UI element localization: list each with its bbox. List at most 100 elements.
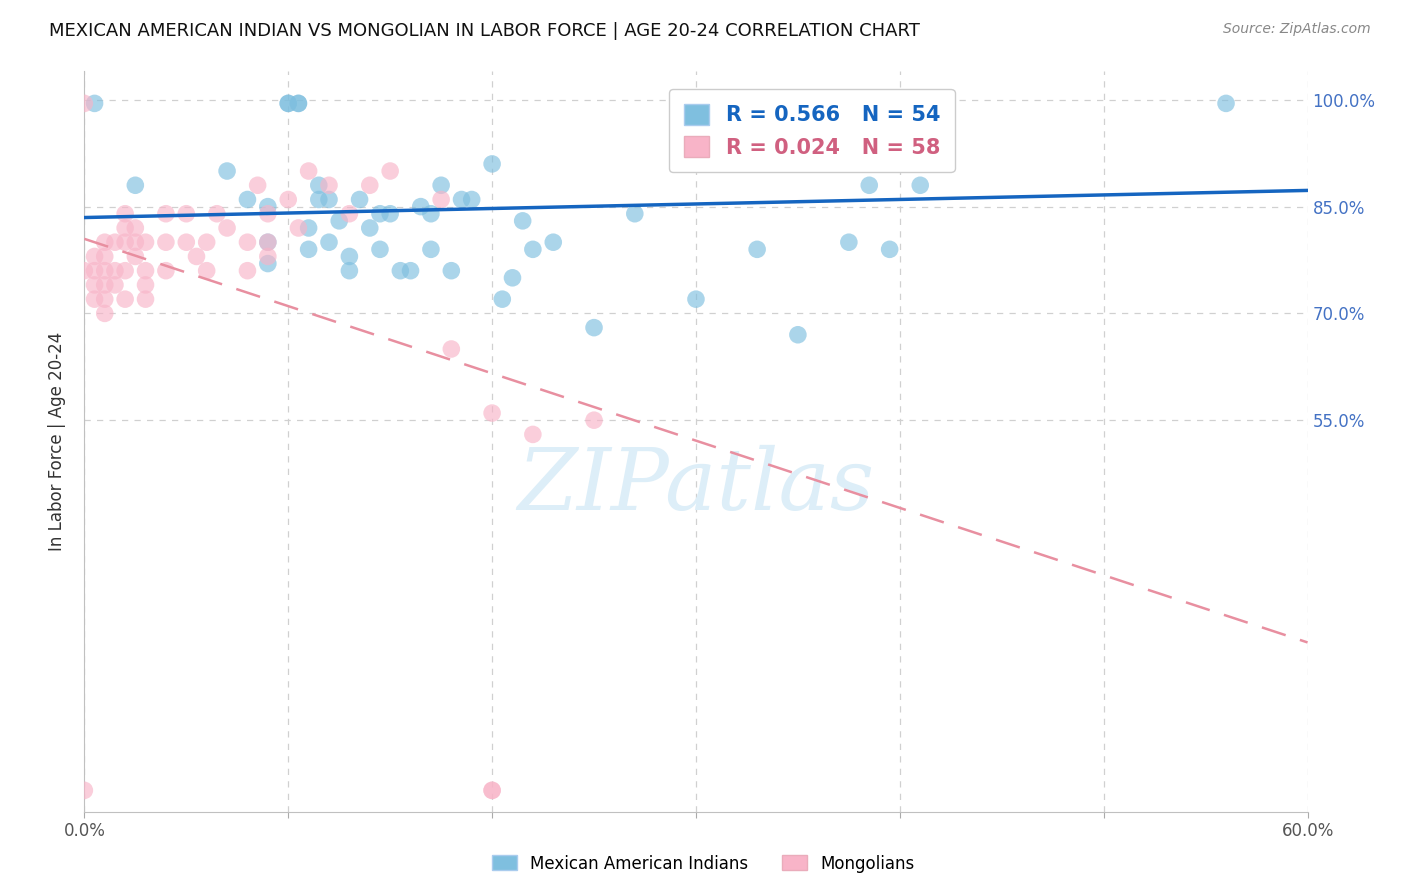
Point xyxy=(246,178,269,193)
Point xyxy=(155,263,177,277)
Text: MEXICAN AMERICAN INDIAN VS MONGOLIAN IN LABOR FORCE | AGE 20-24 CORRELATION CHAR: MEXICAN AMERICAN INDIAN VS MONGOLIAN IN … xyxy=(49,22,920,40)
Point xyxy=(399,263,422,277)
Point xyxy=(104,263,127,277)
Point xyxy=(481,783,503,797)
Point xyxy=(512,214,534,228)
Point xyxy=(83,277,105,292)
Point xyxy=(257,200,280,214)
Point xyxy=(898,96,921,111)
Point xyxy=(257,235,280,250)
Point xyxy=(83,263,105,277)
Point xyxy=(389,263,412,277)
Point xyxy=(124,221,146,235)
Point xyxy=(186,250,208,264)
Point xyxy=(277,193,299,207)
Point xyxy=(298,221,321,235)
Point xyxy=(380,164,402,178)
Point xyxy=(848,96,870,111)
Point xyxy=(879,243,901,257)
Point xyxy=(287,96,309,111)
Point xyxy=(236,263,259,277)
Point xyxy=(93,250,115,264)
Point xyxy=(430,178,453,193)
Point xyxy=(747,243,769,257)
Point xyxy=(73,96,96,111)
Point xyxy=(104,277,127,292)
Point xyxy=(104,235,127,250)
Point xyxy=(236,235,259,250)
Point xyxy=(236,193,259,207)
Point xyxy=(522,427,544,442)
Point xyxy=(135,263,157,277)
Point xyxy=(124,235,146,250)
Point xyxy=(93,263,115,277)
Point xyxy=(174,207,197,221)
Point xyxy=(217,164,239,178)
Legend: R = 0.566   N = 54, R = 0.024   N = 58: R = 0.566 N = 54, R = 0.024 N = 58 xyxy=(669,89,955,172)
Point xyxy=(685,292,707,306)
Point xyxy=(73,263,96,277)
Point xyxy=(135,277,157,292)
Point xyxy=(93,235,115,250)
Point xyxy=(838,235,860,250)
Point xyxy=(73,783,96,797)
Point xyxy=(461,193,484,207)
Point xyxy=(135,292,157,306)
Text: ZIPatlas: ZIPatlas xyxy=(517,444,875,527)
Point xyxy=(195,235,218,250)
Point xyxy=(298,243,321,257)
Point xyxy=(93,306,115,320)
Point xyxy=(257,256,280,270)
Point xyxy=(114,207,136,221)
Point xyxy=(195,263,218,277)
Point xyxy=(1215,96,1237,111)
Point xyxy=(318,193,340,207)
Point xyxy=(155,207,177,221)
Point xyxy=(277,96,299,111)
Point xyxy=(93,292,115,306)
Point xyxy=(287,96,309,111)
Point xyxy=(114,263,136,277)
Point xyxy=(440,263,463,277)
Point xyxy=(349,193,371,207)
Point xyxy=(858,178,880,193)
Point xyxy=(114,235,136,250)
Point xyxy=(543,235,565,250)
Point xyxy=(217,221,239,235)
Point xyxy=(308,178,330,193)
Point xyxy=(889,96,911,111)
Point xyxy=(257,250,280,264)
Point xyxy=(308,193,330,207)
Point xyxy=(368,243,391,257)
Point xyxy=(420,207,443,221)
Point xyxy=(124,178,146,193)
Point xyxy=(124,250,146,264)
Point xyxy=(339,263,361,277)
Point xyxy=(174,235,197,250)
Point xyxy=(359,178,381,193)
Point xyxy=(481,157,503,171)
Point xyxy=(522,243,544,257)
Point xyxy=(481,783,503,797)
Point xyxy=(450,193,472,207)
Point xyxy=(277,96,299,111)
Legend: Mexican American Indians, Mongolians: Mexican American Indians, Mongolians xyxy=(485,848,921,880)
Point xyxy=(409,200,432,214)
Point xyxy=(869,96,891,111)
Point xyxy=(257,235,280,250)
Point xyxy=(624,207,647,221)
Point xyxy=(359,221,381,235)
Point xyxy=(135,235,157,250)
Point xyxy=(83,96,105,111)
Point xyxy=(583,320,606,334)
Point xyxy=(328,214,350,228)
Point xyxy=(93,277,115,292)
Point xyxy=(420,243,443,257)
Point xyxy=(83,292,105,306)
Point xyxy=(114,292,136,306)
Y-axis label: In Labor Force | Age 20-24: In Labor Force | Age 20-24 xyxy=(48,332,66,551)
Point xyxy=(430,193,453,207)
Point xyxy=(83,250,105,264)
Point xyxy=(155,235,177,250)
Point xyxy=(318,178,340,193)
